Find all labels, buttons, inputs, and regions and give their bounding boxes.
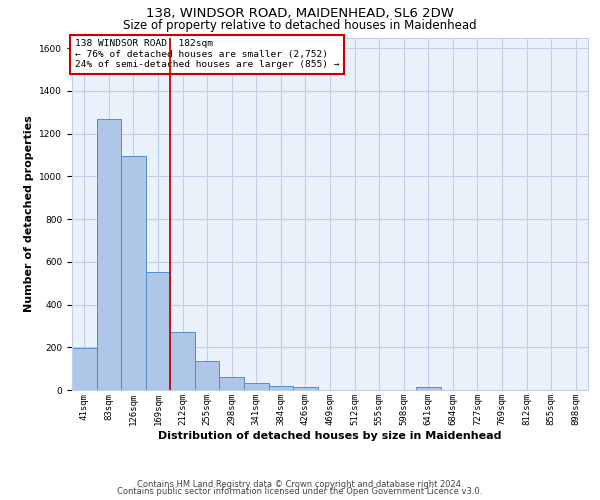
- Text: Contains public sector information licensed under the Open Government Licence v3: Contains public sector information licen…: [118, 487, 482, 496]
- Text: 138, WINDSOR ROAD, MAIDENHEAD, SL6 2DW: 138, WINDSOR ROAD, MAIDENHEAD, SL6 2DW: [146, 8, 454, 20]
- Bar: [293, 387, 318, 390]
- Bar: [97, 118, 121, 390]
- Bar: [121, 156, 146, 390]
- Bar: [244, 382, 269, 390]
- Text: Contains HM Land Registry data © Crown copyright and database right 2024.: Contains HM Land Registry data © Crown c…: [137, 480, 463, 489]
- Text: 138 WINDSOR ROAD: 182sqm
← 76% of detached houses are smaller (2,752)
24% of sem: 138 WINDSOR ROAD: 182sqm ← 76% of detach…: [74, 40, 339, 69]
- Bar: [146, 272, 170, 390]
- Bar: [416, 387, 440, 390]
- Bar: [195, 361, 220, 390]
- Y-axis label: Number of detached properties: Number of detached properties: [24, 116, 34, 312]
- Text: Size of property relative to detached houses in Maidenhead: Size of property relative to detached ho…: [123, 18, 477, 32]
- Bar: [220, 377, 244, 390]
- Bar: [269, 386, 293, 390]
- X-axis label: Distribution of detached houses by size in Maidenhead: Distribution of detached houses by size …: [158, 430, 502, 440]
- Bar: [72, 348, 97, 390]
- Bar: [170, 332, 195, 390]
